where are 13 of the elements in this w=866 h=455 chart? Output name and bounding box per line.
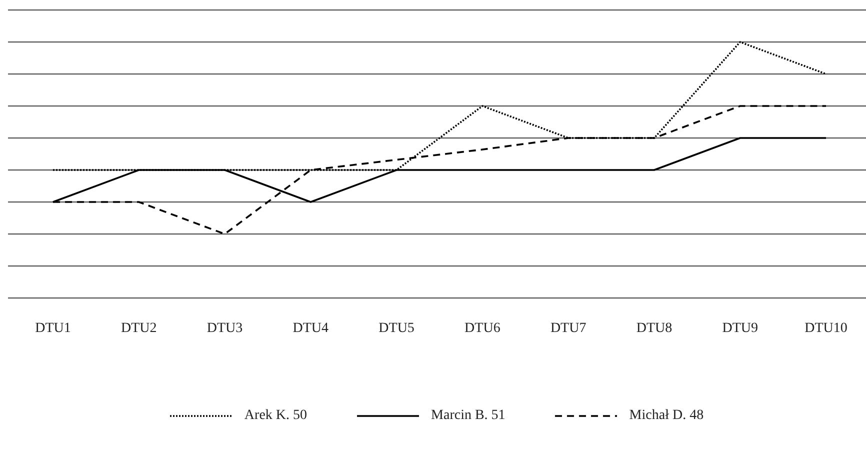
x-tick-label: DTU6 (464, 320, 500, 336)
x-tick-label: DTU4 (292, 320, 329, 336)
x-tick-label: DTU2 (121, 320, 157, 336)
legend-label: Arek K. 50 (244, 408, 308, 424)
x-tick-label: DTU10 (804, 320, 848, 336)
x-tick-label: DTU7 (550, 320, 586, 336)
x-tick-label: DTU3 (206, 320, 243, 336)
x-tick-label: DTU5 (378, 320, 414, 336)
x-tick-label: DTU8 (636, 320, 672, 336)
legend-label: Michał D. 48 (629, 408, 704, 424)
legend-label: Marcin B. 51 (431, 408, 506, 424)
x-tick-label: DTU9 (722, 320, 758, 336)
x-tick-label: DTU1 (35, 320, 71, 336)
